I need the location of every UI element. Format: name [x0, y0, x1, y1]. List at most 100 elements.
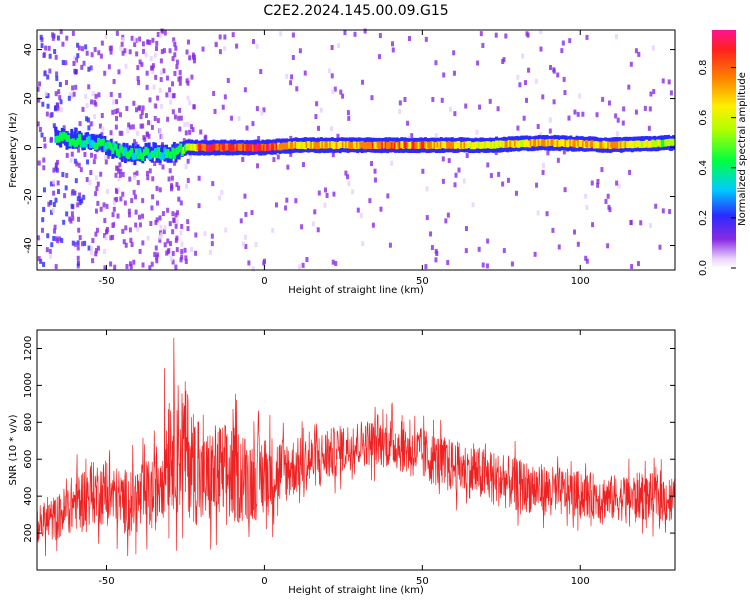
ridge-halo: [174, 147, 178, 163]
noise-cell: [139, 123, 143, 129]
noise-cell: [388, 242, 392, 248]
ridge-cell: [433, 142, 437, 149]
noise-cell: [226, 78, 230, 84]
ridge-cell: [664, 139, 668, 147]
noise-cell: [446, 260, 450, 266]
noise-cell: [136, 226, 140, 232]
noise-cell: [141, 240, 145, 246]
noise-cell: [576, 111, 580, 117]
ridge-cell: [629, 140, 633, 148]
ridge-cell: [237, 143, 241, 151]
noise-cell: [54, 264, 58, 270]
noise-cell: [94, 231, 98, 237]
noise-cell: [548, 117, 552, 123]
ridge-cell: [381, 141, 385, 149]
noise-cell: [441, 178, 445, 184]
noise-cell: [114, 115, 118, 121]
noise-cell: [41, 101, 45, 107]
noise-cell: [370, 95, 374, 101]
noise-cell: [171, 109, 175, 115]
ridge-cell: [444, 141, 448, 149]
noise-cell: [159, 70, 163, 76]
noise-cell: [130, 241, 134, 247]
ridge-cell: [594, 141, 598, 148]
noise-cell: [54, 197, 58, 203]
ridge-halo: [112, 142, 116, 158]
noise-cell: [256, 163, 260, 169]
noise-cell: [133, 172, 137, 178]
ridge-cell: [346, 141, 350, 149]
ridge-cell: [442, 141, 446, 149]
noise-cell: [255, 43, 259, 49]
noise-cell: [172, 218, 176, 224]
noise-cell: [536, 210, 540, 216]
noise-cell: [123, 200, 127, 206]
noise-cell: [169, 186, 173, 192]
noise-cell: [334, 260, 338, 266]
ridge-cell: [147, 152, 151, 160]
noise-cell: [168, 48, 172, 54]
noise-cell: [113, 264, 117, 270]
noise-cell: [541, 94, 545, 100]
noise-cell: [37, 97, 41, 103]
noise-cell: [184, 130, 188, 136]
noise-cell: [639, 220, 643, 226]
noise-cell: [154, 245, 158, 251]
noise-cell: [46, 103, 50, 109]
noise-cell: [180, 254, 184, 260]
noise-cell: [442, 72, 446, 78]
noise-cell: [104, 33, 108, 39]
noise-cell: [510, 261, 514, 267]
ridge-cell: [382, 141, 386, 149]
noise-cell: [51, 207, 55, 213]
ridge-cell: [384, 141, 388, 149]
noise-cell: [76, 240, 80, 246]
noise-cell: [121, 37, 125, 43]
ridge-cell: [514, 139, 517, 147]
ridge-halo: [120, 147, 124, 162]
noise-cell: [148, 168, 152, 174]
noise-cell: [141, 123, 145, 129]
noise-cell: [109, 130, 113, 136]
noise-cell: [117, 176, 121, 182]
ridge-cell: [242, 143, 246, 151]
ridge-cell: [441, 141, 445, 149]
noise-cell: [221, 104, 225, 110]
noise-cell: [356, 207, 360, 213]
noise-cell: [173, 41, 177, 47]
noise-cell: [346, 174, 350, 180]
noise-cell: [51, 35, 55, 41]
ridge-cell: [592, 141, 596, 149]
noise-cell: [64, 80, 68, 86]
ridge-cell: [368, 142, 372, 150]
noise-cell: [103, 70, 107, 76]
noise-cell: [408, 36, 412, 42]
spectrogram-x-label: Height of straight line (km): [288, 285, 424, 296]
ridge-cell: [296, 141, 300, 149]
noise-cell: [76, 260, 80, 266]
noise-cell: [667, 79, 671, 85]
noise-cell: [102, 205, 106, 211]
ridge-cell: [199, 143, 203, 151]
colorbar: 0.0 0.2 0.4 0.6 0.8 Normalized spectral ampl…: [698, 30, 748, 276]
ridge-cell: [597, 141, 601, 149]
ridge-cell: [643, 140, 647, 148]
noise-cell: [434, 60, 438, 66]
noise-cell: [153, 251, 157, 257]
ridge-cell: [555, 139, 559, 147]
noise-cell: [77, 162, 81, 168]
noise-cell: [162, 48, 166, 54]
ridge-cell: [308, 141, 312, 149]
noise-cell: [94, 93, 98, 99]
noise-cell: [114, 172, 118, 178]
noise-cell: [557, 244, 561, 250]
ridge-cell: [659, 140, 663, 148]
ridge-cell: [220, 144, 224, 152]
ridge-cell: [176, 147, 180, 155]
noise-cell: [124, 63, 128, 69]
y-tick-label: 1200: [23, 336, 34, 361]
noise-cell: [562, 76, 566, 82]
noise-cell: [73, 241, 77, 247]
ridge-cell: [316, 142, 320, 150]
ridge-cell: [333, 141, 337, 149]
